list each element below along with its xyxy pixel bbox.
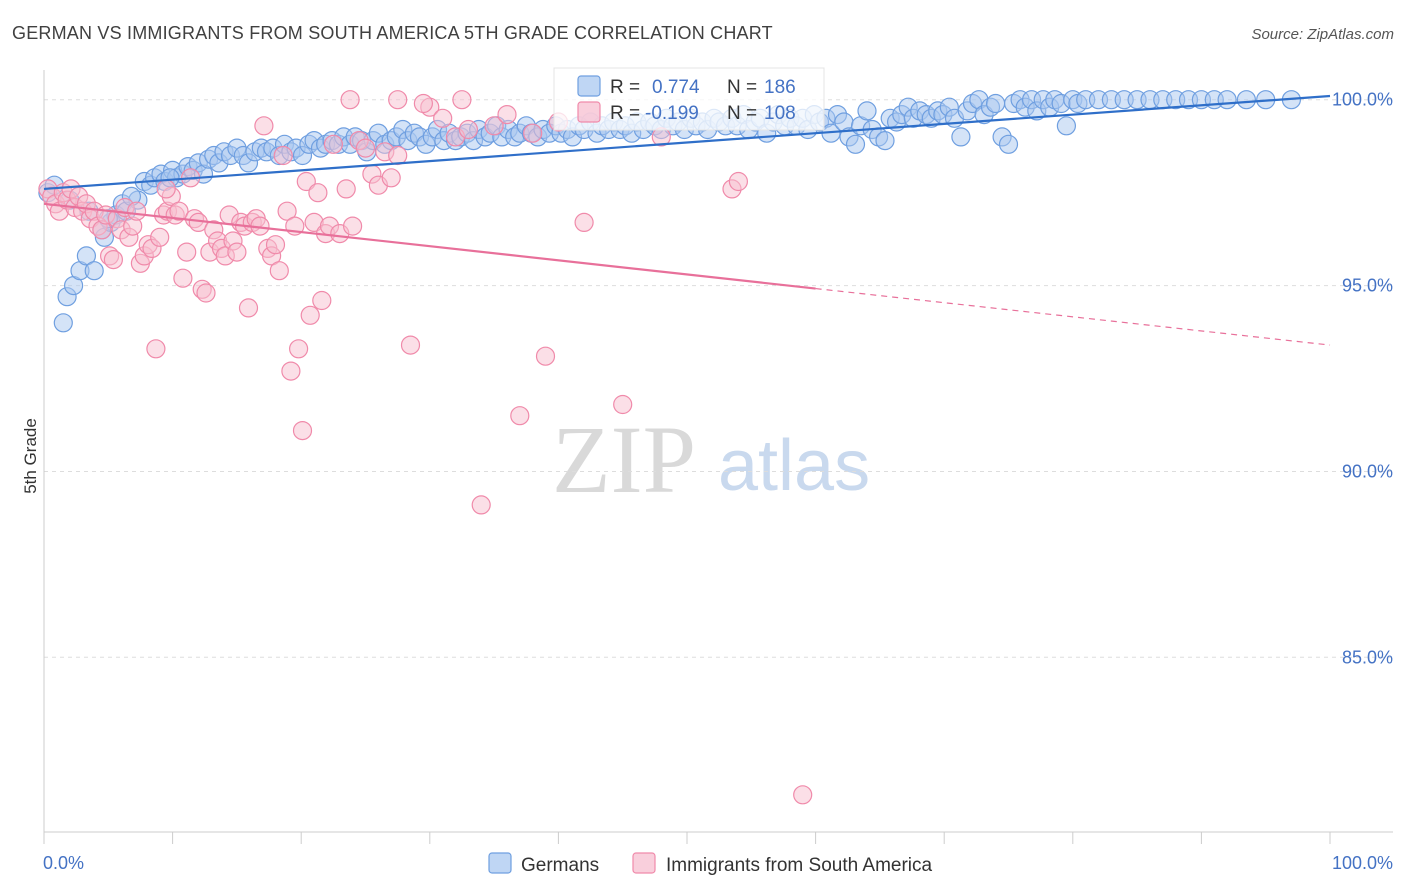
chart-source: Source: ZipAtlas.com bbox=[1251, 26, 1394, 43]
trend-line bbox=[43, 94, 1331, 191]
data-point bbox=[1056, 116, 1077, 136]
x-axis-ticks bbox=[43, 832, 1331, 844]
data-point bbox=[998, 134, 1019, 154]
data-point bbox=[985, 93, 1006, 114]
data-point bbox=[146, 339, 166, 359]
data-point bbox=[381, 168, 401, 188]
data-point bbox=[103, 250, 124, 270]
stats-swatch-germans bbox=[577, 75, 601, 97]
data-point bbox=[535, 346, 556, 366]
data-point bbox=[300, 305, 320, 325]
stats-r-value: 0.774 bbox=[652, 77, 700, 98]
data-point bbox=[150, 227, 170, 247]
data-point bbox=[875, 131, 895, 151]
data-point bbox=[471, 495, 491, 515]
data-point bbox=[173, 268, 193, 288]
stats-swatch-immigrants bbox=[577, 101, 601, 123]
legend: Germans Immigrants from South America bbox=[488, 852, 933, 876]
data-point bbox=[336, 179, 356, 199]
data-point bbox=[269, 261, 289, 281]
x-tick-label-min: 0.0% bbox=[43, 853, 84, 873]
data-point bbox=[340, 90, 360, 110]
data-point bbox=[296, 171, 316, 192]
data-point bbox=[355, 138, 376, 158]
y-tick-label: 95.0% bbox=[1342, 276, 1393, 296]
y-tick-label: 85.0% bbox=[1342, 647, 1393, 667]
data-point bbox=[238, 298, 259, 318]
stats-r-label: R = bbox=[610, 77, 640, 98]
data-point bbox=[254, 116, 274, 136]
data-point bbox=[277, 201, 297, 221]
data-point bbox=[53, 313, 73, 333]
data-point bbox=[312, 290, 332, 311]
y-tick-label: 90.0% bbox=[1342, 461, 1393, 481]
data-point bbox=[273, 145, 293, 166]
data-point bbox=[281, 361, 301, 381]
data-point bbox=[400, 335, 421, 355]
stats-n-value: 108 bbox=[764, 103, 796, 124]
legend-swatch-immigrants bbox=[632, 852, 656, 874]
data-point bbox=[523, 123, 543, 143]
trend-line-extension bbox=[815, 287, 1331, 346]
stats-r-value: -0.199 bbox=[645, 103, 699, 124]
data-point bbox=[127, 201, 147, 221]
stats-legend-box: R = 0.774 N = 186 R = -0.199 N = 108 bbox=[553, 67, 825, 131]
legend-label-immigrants: Immigrants from South America bbox=[666, 855, 933, 876]
legend-label-germans: Germans bbox=[521, 855, 599, 876]
data-point bbox=[951, 127, 971, 147]
data-point bbox=[452, 90, 472, 110]
data-point bbox=[323, 134, 343, 154]
data-point bbox=[484, 116, 504, 136]
data-point bbox=[343, 216, 363, 236]
data-point bbox=[289, 339, 309, 359]
data-point bbox=[308, 183, 328, 203]
data-point bbox=[156, 179, 176, 199]
chart-title: GERMAN VS IMMIGRANTS FROM SOUTH AMERICA … bbox=[12, 23, 773, 43]
data-point bbox=[169, 201, 189, 221]
data-point bbox=[84, 261, 104, 281]
data-point bbox=[728, 171, 749, 192]
data-point bbox=[1217, 90, 1237, 110]
trend-line bbox=[43, 202, 816, 290]
watermark-zip: ZIP bbox=[552, 406, 696, 513]
data-points bbox=[38, 90, 1302, 805]
data-point bbox=[265, 235, 286, 255]
data-point bbox=[388, 90, 408, 110]
data-point bbox=[497, 104, 517, 125]
data-point bbox=[613, 394, 633, 415]
data-point bbox=[857, 101, 877, 121]
data-point bbox=[292, 421, 313, 441]
y-axis-label: 5th Grade bbox=[21, 418, 40, 494]
data-point bbox=[76, 246, 97, 266]
data-point bbox=[510, 406, 530, 426]
data-point bbox=[1236, 90, 1257, 110]
trend-lines bbox=[43, 94, 1331, 346]
data-point bbox=[413, 93, 433, 114]
data-point bbox=[433, 108, 453, 128]
x-tick-label-max: 100.0% bbox=[1332, 853, 1393, 873]
data-point bbox=[196, 283, 216, 303]
data-point bbox=[574, 212, 594, 232]
watermark-atlas: atlas bbox=[718, 426, 870, 506]
stats-n-value: 186 bbox=[764, 77, 796, 98]
legend-swatch-germans bbox=[488, 852, 512, 874]
data-point bbox=[388, 145, 408, 166]
data-point bbox=[845, 134, 866, 154]
y-axis-tick-labels: 100.0% 95.0% 90.0% 85.0% bbox=[1332, 90, 1393, 668]
stats-n-label: N = bbox=[727, 103, 757, 124]
data-point bbox=[227, 242, 247, 262]
grid-lines bbox=[44, 99, 1393, 658]
stats-r-label: R = bbox=[610, 103, 640, 124]
data-point bbox=[458, 119, 478, 140]
data-point bbox=[793, 785, 813, 805]
stats-n-label: N = bbox=[727, 77, 757, 98]
data-point bbox=[177, 242, 197, 262]
y-tick-label: 100.0% bbox=[1332, 90, 1393, 110]
